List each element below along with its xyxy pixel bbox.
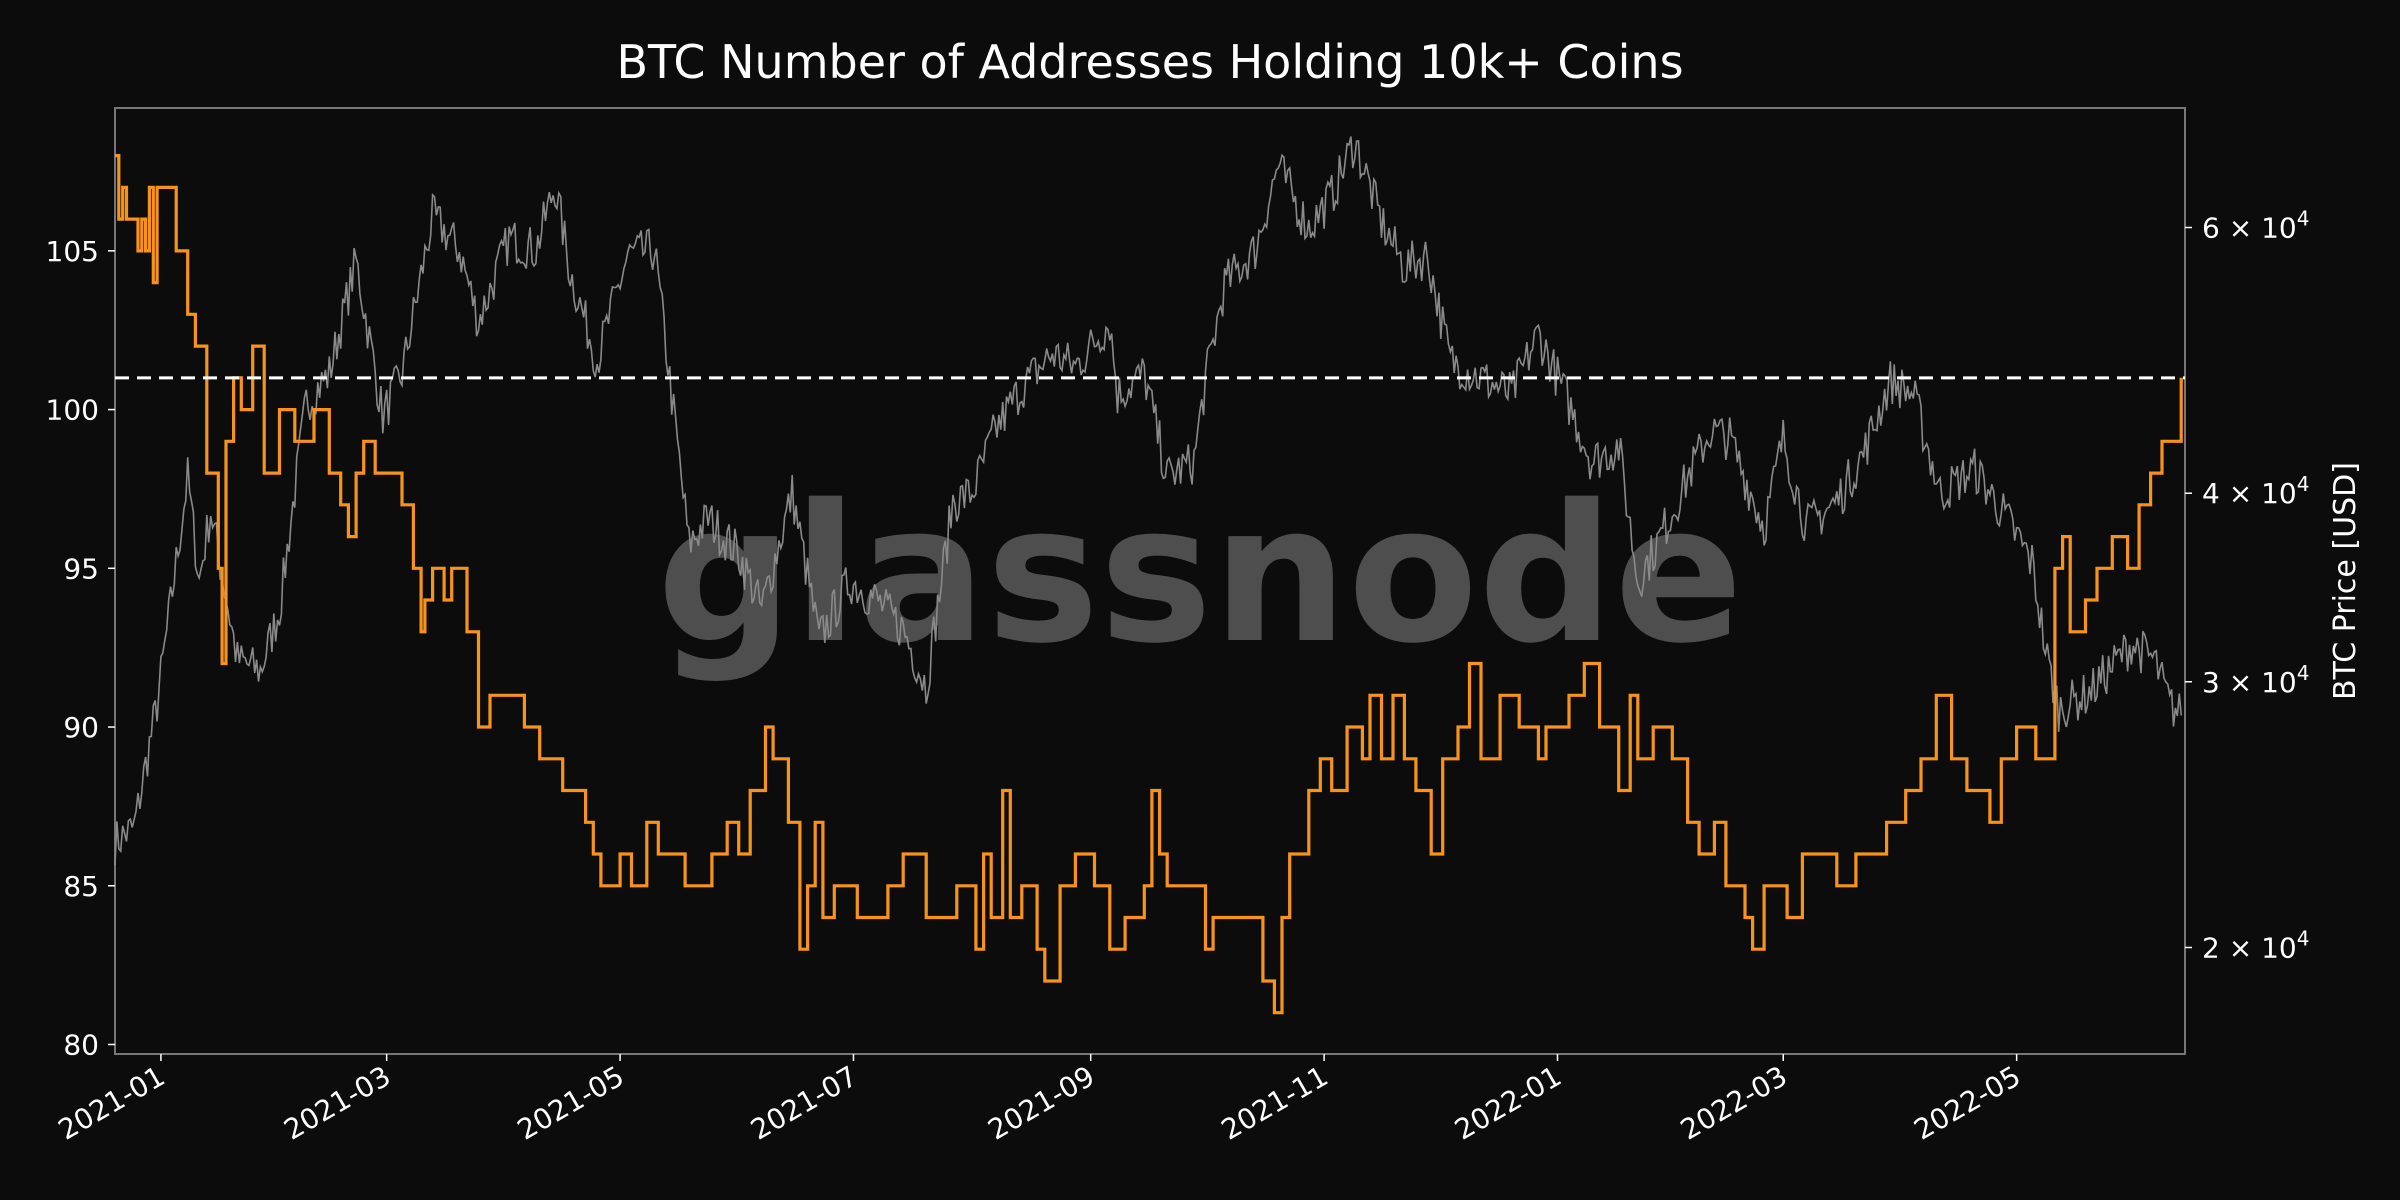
right-axis: 2 × 104 3 × 104 4 × 104 6 × 104 [2185, 206, 2309, 964]
left-axis-tick-label: 85 [63, 870, 99, 903]
price-series [114, 136, 2182, 866]
left-axis-tick-label: 80 [63, 1028, 99, 1061]
left-axis-tick-label: 90 [63, 711, 99, 744]
right-axis-tick-label: 2 × 104 [2202, 926, 2309, 964]
left-axis: 80 85 90 95 100 105 [46, 235, 115, 1061]
right-axis-tick-label: 3 × 104 [2202, 661, 2309, 699]
watermark: glassnode [657, 464, 1743, 685]
left-axis-tick-label: 100 [46, 394, 99, 427]
addresses-line [115, 154, 2183, 1015]
right-axis-label: BTC Price [USD] [2328, 462, 2363, 700]
price-line [114, 136, 2182, 866]
addresses-series [115, 154, 2183, 1015]
plot-frame [114, 107, 2186, 1055]
right-axis-tick-label: 6 × 104 [2202, 206, 2309, 244]
right-axis-tick-label: 4 × 104 [2202, 472, 2309, 510]
left-axis-tick-label: 95 [63, 552, 99, 585]
left-axis-tick-label: 105 [46, 235, 99, 268]
chart-title: BTC Number of Addresses Holding 10k+ Coi… [616, 35, 1683, 89]
